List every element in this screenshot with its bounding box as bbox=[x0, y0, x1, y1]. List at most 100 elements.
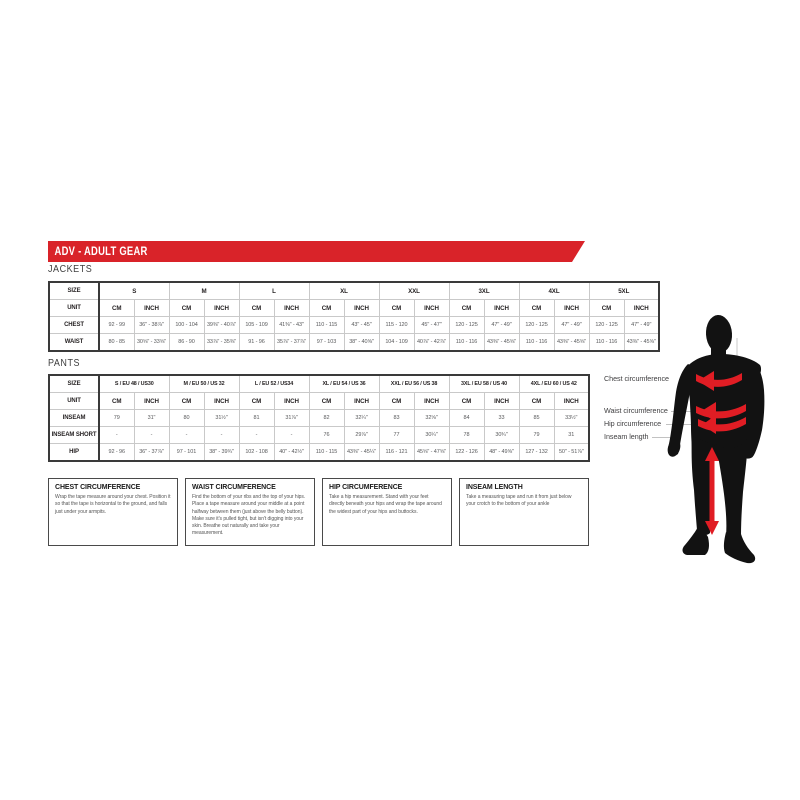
size-header-cell: L / EU 52 / US34 bbox=[238, 374, 310, 393]
inch-value-cell: 30⅝" - 33⅝" bbox=[133, 333, 170, 352]
inch-value-cell: 43⅜" - 45¼" bbox=[343, 443, 380, 462]
cm-value-cell: 91 - 96 bbox=[238, 333, 275, 352]
cm-value-cell: 104 - 109 bbox=[378, 333, 415, 352]
cm-value-cell: 110 - 116 bbox=[518, 333, 555, 352]
size-header-cell: 3XL bbox=[448, 281, 520, 300]
measurement-row: INSEAM 79 31" 80 31½" 81 31⅞" 82 32¼" 83 32⅝" 84 33 8… bbox=[48, 409, 590, 427]
cm-value-cell: 110 - 116 bbox=[448, 333, 485, 352]
instruction-title: CHEST CIRCUMFERENCE bbox=[55, 484, 141, 491]
pants-size-table: SIZE S / EU 48 / US30 M / EU 50 / US 32 L /… bbox=[48, 374, 590, 462]
cm-header-cell: CM bbox=[518, 392, 555, 410]
instruction-title: HIP CIRCUMFERENCE bbox=[329, 484, 403, 491]
cm-value-cell: 110 - 116 bbox=[588, 333, 625, 352]
cm-value-cell: - bbox=[98, 426, 135, 444]
inch-header-cell: INCH bbox=[203, 299, 240, 317]
cm-value-cell: 110 - 115 bbox=[308, 443, 345, 462]
size-header-cell: 3XL / EU 58 / US 40 bbox=[448, 374, 520, 393]
figure-label-waist: Waist circumference bbox=[604, 406, 668, 415]
size-header-cell: S bbox=[98, 281, 170, 300]
inch-value-cell: 38" - 40⅝" bbox=[343, 333, 380, 352]
inch-header-cell: INCH bbox=[133, 299, 170, 317]
inch-value-cell: 31½" bbox=[203, 409, 240, 427]
cm-value-cell: 86 - 90 bbox=[168, 333, 205, 352]
cm-value-cell: 83 bbox=[378, 409, 415, 427]
cm-header-cell: CM bbox=[168, 299, 205, 317]
size-header-cell: 5XL bbox=[588, 281, 660, 300]
row-label-cell: WAIST bbox=[48, 333, 100, 352]
inch-value-cell: 36" - 38⅞" bbox=[133, 316, 170, 334]
cm-value-cell: 79 bbox=[98, 409, 135, 427]
inch-value-cell: 48" - 49⅝" bbox=[483, 443, 520, 462]
measurement-row: INSEAM SHORT - - - - - -76 29⅞" 77 30¼" 78 30¾" 79 31 bbox=[48, 426, 590, 444]
cm-header-cell: CM bbox=[588, 299, 625, 317]
inch-value-cell: 33⅞" - 35⅜" bbox=[203, 333, 240, 352]
instruction-body: Wrap the tape measure around your chest.… bbox=[55, 494, 171, 515]
cm-value-cell: 122 - 126 bbox=[448, 443, 485, 462]
cm-value-cell: 92 - 99 bbox=[98, 316, 135, 334]
unit-header-row: UNIT CM INCH CM INCH CM INCH CM INCH CM INCH CM INCH… bbox=[48, 392, 590, 410]
instruction-box-chest: CHEST CIRCUMFERENCE Wrap the tape measur… bbox=[48, 478, 178, 546]
measurement-row: WAIST 80 - 85 30⅝" - 33⅝" 86 - 90 33⅞" - 35⅜… bbox=[48, 333, 660, 352]
banner-title: ADV - ADULT GEAR bbox=[54, 245, 148, 258]
instruction-box-waist: WAIST CIRCUMFERENCE Find the bottom of y… bbox=[185, 478, 315, 546]
cm-value-cell: 80 - 85 bbox=[98, 333, 135, 352]
measurement-row: CHEST 92 - 99 36" - 38⅞" 100 - 104 39⅜" - 40… bbox=[48, 316, 660, 334]
inch-value-cell: 32¼" bbox=[343, 409, 380, 427]
section-banner: ADV - ADULT GEAR bbox=[48, 241, 585, 262]
inch-value-cell: 47" - 49" bbox=[623, 316, 660, 334]
row-label-cell: CHEST bbox=[48, 316, 100, 334]
chest-band-icon bbox=[696, 371, 742, 391]
waist-band-icon bbox=[696, 402, 746, 422]
cm-value-cell: 92 - 96 bbox=[98, 443, 135, 462]
hip-band-icon bbox=[698, 415, 746, 434]
size-header-cell: M / EU 50 / US 32 bbox=[168, 374, 240, 393]
inch-value-cell: 35⅞" - 37⅞" bbox=[273, 333, 310, 352]
inch-header-cell: INCH bbox=[483, 392, 520, 410]
cm-value-cell: 81 bbox=[238, 409, 275, 427]
cm-value-cell: 80 bbox=[168, 409, 205, 427]
size-header-cell: XL bbox=[308, 281, 380, 300]
inch-value-cell: 45⅝" - 47⅝" bbox=[413, 443, 450, 462]
cm-value-cell: 82 bbox=[308, 409, 345, 427]
inch-value-cell: 29⅞" bbox=[343, 426, 380, 444]
size-header-cell: L bbox=[238, 281, 310, 300]
unit-header-row: UNIT CM INCH CM INCH CM INCH CM INCH CM INCH CM INCH… bbox=[48, 299, 660, 317]
cm-header-cell: CM bbox=[308, 392, 345, 410]
cm-value-cell: 115 - 120 bbox=[378, 316, 415, 334]
cm-value-cell: - bbox=[238, 426, 275, 444]
inch-value-cell: 38" - 39¾" bbox=[203, 443, 240, 462]
inch-value-cell: 40⅞" - 42⅞" bbox=[413, 333, 450, 352]
inch-header-cell: INCH bbox=[273, 392, 310, 410]
inch-header-cell: INCH bbox=[623, 299, 660, 317]
cm-value-cell: 84 bbox=[448, 409, 485, 427]
inch-header-cell: INCH bbox=[343, 392, 380, 410]
row-label-cell: INSEAM bbox=[48, 409, 100, 427]
unit-corner-cell: UNIT bbox=[48, 392, 100, 410]
inch-value-cell: 47" - 49" bbox=[553, 316, 590, 334]
inch-header-cell: INCH bbox=[133, 392, 170, 410]
row-label-cell: INSEAM SHORT bbox=[48, 426, 100, 444]
cm-header-cell: CM bbox=[238, 299, 275, 317]
cm-value-cell: - bbox=[168, 426, 205, 444]
inch-value-cell: 33½" bbox=[553, 409, 590, 427]
instruction-box-inseam: INSEAM LENGTH Take a measuring tape and … bbox=[459, 478, 589, 546]
instruction-body: Take a measuring tape and run it from ju… bbox=[466, 494, 572, 508]
inch-value-cell: 47" - 49" bbox=[483, 316, 520, 334]
cm-value-cell: 78 bbox=[448, 426, 485, 444]
cm-value-cell: 120 - 125 bbox=[588, 316, 625, 334]
inch-value-cell: 36" - 37⅞" bbox=[133, 443, 170, 462]
cm-header-cell: CM bbox=[448, 392, 485, 410]
inch-value-cell: 50" - 51⅞" bbox=[553, 443, 590, 462]
inch-value-cell: - bbox=[273, 426, 310, 444]
inch-header-cell: INCH bbox=[413, 392, 450, 410]
row-label-cell: HIP bbox=[48, 443, 100, 462]
inch-value-cell: 39⅜" - 40⅞" bbox=[203, 316, 240, 334]
inch-value-cell: 45" - 47" bbox=[413, 316, 450, 334]
size-header-cell: XXL bbox=[378, 281, 450, 300]
cm-header-cell: CM bbox=[378, 299, 415, 317]
cm-value-cell: 77 bbox=[378, 426, 415, 444]
measurement-figure bbox=[667, 315, 765, 564]
inch-value-cell: 30¾" bbox=[483, 426, 520, 444]
cm-header-cell: CM bbox=[168, 392, 205, 410]
